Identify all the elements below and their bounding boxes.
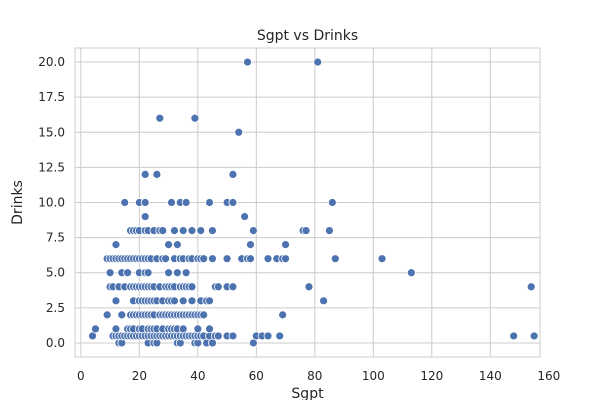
data-point (301, 226, 311, 235)
data-point (228, 170, 238, 179)
data-point (111, 296, 121, 306)
y-tick-label: 0.0 (46, 336, 65, 350)
data-point (228, 282, 238, 292)
data-point (213, 282, 223, 292)
data-point (313, 57, 323, 67)
data-point (123, 268, 133, 278)
data-point (228, 331, 238, 341)
data-point (228, 198, 238, 207)
y-tick-label: 12.5 (38, 160, 65, 174)
data-point (213, 331, 223, 341)
data-point (205, 296, 214, 306)
data-point (102, 310, 112, 320)
data-point (281, 240, 290, 250)
data-point (278, 310, 288, 320)
data-point (172, 268, 182, 278)
data-point (208, 254, 217, 264)
data-point (111, 240, 121, 250)
data-point (187, 226, 197, 235)
data-point (243, 57, 252, 67)
data-point (248, 226, 258, 235)
data-point (164, 268, 173, 278)
data-point (199, 310, 209, 320)
x-tick-label: 140 (479, 369, 502, 383)
x-tick-label: 160 (537, 369, 560, 383)
data-point (263, 254, 273, 264)
y-tick-label: 17.5 (38, 90, 65, 104)
data-point (161, 254, 171, 264)
data-point (140, 212, 150, 221)
y-tick-label: 7.5 (46, 231, 65, 245)
x-tick-label: 100 (362, 369, 385, 383)
data-point (196, 226, 206, 235)
data-point (205, 324, 214, 334)
y-tick-label: 20.0 (38, 55, 65, 69)
data-point (164, 240, 173, 250)
data-point (205, 198, 214, 207)
data-point (91, 324, 100, 334)
data-point (143, 268, 153, 278)
x-tick-label: 40 (190, 369, 205, 383)
data-point (222, 254, 232, 264)
chart-title: Sgpt vs Drinks (257, 28, 358, 44)
y-tick-label: 5.0 (46, 266, 65, 280)
x-tick-label: 60 (249, 369, 264, 383)
data-point (172, 240, 182, 250)
data-points (88, 57, 539, 348)
data-point (170, 296, 179, 306)
data-point (140, 198, 150, 207)
data-point (178, 226, 188, 235)
data-point (327, 198, 337, 207)
data-point (529, 331, 539, 341)
data-point (181, 198, 191, 207)
x-tick-label: 80 (307, 369, 322, 383)
data-point (105, 268, 115, 278)
y-tick-label: 2.5 (46, 301, 65, 315)
data-point (152, 170, 162, 179)
y-tick-label: 10.0 (38, 196, 65, 210)
data-point (234, 127, 244, 137)
data-point (377, 254, 387, 264)
data-point (281, 254, 290, 264)
data-point (406, 268, 416, 278)
data-point (120, 198, 130, 207)
data-point (155, 113, 165, 123)
data-point (199, 254, 209, 264)
data-point (304, 282, 314, 292)
data-point (208, 226, 217, 235)
data-point (526, 282, 536, 292)
x-axis-label: Sgpt (291, 386, 324, 400)
data-point (190, 113, 200, 123)
data-point (181, 268, 191, 278)
data-point (263, 331, 273, 341)
y-tick-label: 15.0 (38, 125, 65, 139)
data-point (187, 296, 197, 306)
data-point (240, 212, 250, 221)
data-point (246, 240, 255, 250)
data-point (246, 254, 255, 264)
x-tick-label: 0 (77, 369, 85, 383)
x-tick-labels: 0 20 40 60 80 100 120 140 160 (77, 369, 560, 383)
data-point (170, 226, 179, 235)
data-point (330, 254, 340, 264)
data-point (509, 331, 519, 341)
data-point (158, 226, 168, 235)
data-point (167, 198, 176, 207)
y-tick-labels: 0.0 2.5 5.0 7.5 10.0 12.5 15.0 17.5 20.0 (38, 55, 65, 350)
data-point (187, 282, 197, 292)
data-point (117, 310, 127, 320)
data-point (275, 331, 285, 341)
y-axis-label: Drinks (10, 180, 26, 225)
data-point (140, 170, 150, 179)
x-tick-label: 120 (420, 369, 443, 383)
x-tick-label: 20 (132, 369, 147, 383)
data-point (178, 296, 188, 306)
data-point (319, 296, 328, 306)
data-point (325, 226, 334, 235)
